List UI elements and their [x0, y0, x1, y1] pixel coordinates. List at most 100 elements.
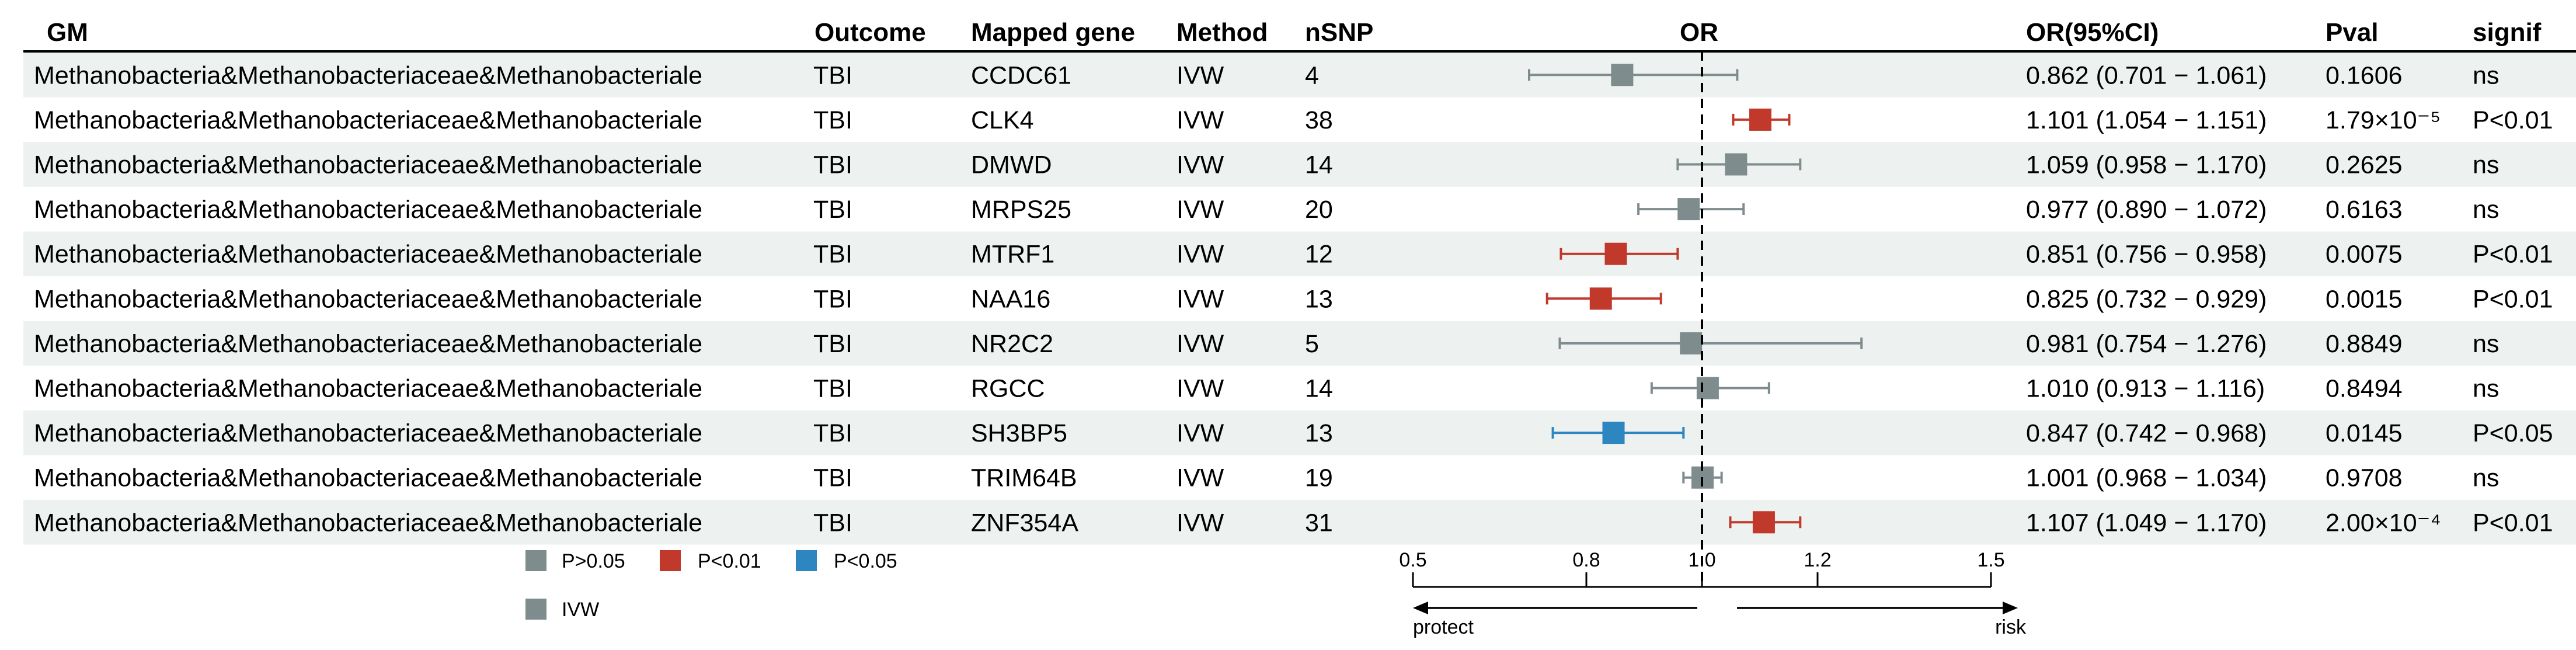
cell-nsnp: 14 [1305, 375, 1333, 403]
cell-pval: 0.1606 [2326, 61, 2403, 89]
cell-gm: Methanobacteria&Methanobacteriaceae&Meth… [34, 151, 702, 179]
row-stripe [23, 142, 2576, 187]
point-estimate [1725, 153, 1747, 176]
cell-or-ci: 1.107 (1.049 − 1.170) [2026, 509, 2267, 537]
cell-or-ci: 1.101 (1.054 − 1.151) [2026, 106, 2267, 134]
cell-signif: P<0.01 [2473, 241, 2553, 269]
cell-outcome: TBI [813, 196, 852, 224]
cell-nsnp: 38 [1305, 106, 1333, 134]
cell-outcome: TBI [813, 106, 852, 134]
cell-method: IVW [1176, 419, 1224, 447]
cell-method: IVW [1176, 375, 1224, 403]
header-pval: Pval [2326, 18, 2379, 47]
cell-pval: 0.0075 [2326, 241, 2403, 269]
header-method: Method [1176, 18, 1268, 47]
cell-gm: Methanobacteria&Methanobacteriaceae&Meth… [34, 196, 702, 224]
point-estimate [1680, 332, 1703, 354]
cell-gene: NR2C2 [971, 330, 1053, 358]
cell-nsnp: 13 [1305, 419, 1333, 447]
cell-method: IVW [1176, 241, 1224, 269]
header-or: OR [1680, 18, 1718, 47]
cell-signif: ns [2473, 464, 2499, 492]
table-row: Methanobacteria&Methanobacteriaceae&Meth… [34, 509, 2553, 537]
cell-method: IVW [1176, 106, 1224, 134]
cell-gene: SH3BP5 [971, 419, 1067, 447]
legend-swatch-ivw [525, 599, 546, 620]
cell-pval: 1.79×10⁻⁵ [2326, 106, 2441, 134]
cell-outcome: TBI [813, 241, 852, 269]
point-estimate [1752, 511, 1775, 534]
cell-method: IVW [1176, 464, 1224, 492]
protect-arrow-head [1413, 602, 1428, 614]
cell-or-ci: 1.001 (0.968 − 1.034) [2026, 464, 2267, 492]
legend-swatch-p005 [796, 550, 817, 571]
table-row: Methanobacteria&Methanobacteriaceae&Meth… [34, 241, 2553, 269]
legend: P>0.05 P<0.01 P<0.05 IVW [525, 550, 897, 621]
cell-gene: CLK4 [971, 106, 1034, 134]
cell-gene: NAA16 [971, 285, 1050, 313]
header-nsnp: nSNP [1305, 18, 1373, 47]
x-tick-label: 1.2 [1804, 549, 1831, 571]
table-row: Methanobacteria&Methanobacteriaceae&Meth… [34, 151, 2499, 179]
header-mapped-gene: Mapped gene [971, 18, 1135, 47]
risk-arrow-head [2003, 602, 2018, 614]
cell-method: IVW [1176, 285, 1224, 313]
cell-signif: P<0.01 [2473, 509, 2553, 537]
cell-pval: 0.9708 [2326, 464, 2403, 492]
cell-gm: Methanobacteria&Methanobacteriaceae&Meth… [34, 419, 702, 447]
cell-nsnp: 14 [1305, 151, 1333, 179]
row-stripe [23, 410, 2576, 456]
cell-nsnp: 19 [1305, 464, 1333, 492]
cell-gm: Methanobacteria&Methanobacteriaceae&Meth… [34, 285, 702, 313]
row-stripe [23, 231, 2576, 276]
legend-swatch-ns [525, 550, 546, 571]
cell-signif: ns [2473, 196, 2499, 224]
x-tick-label: 1.0 [1688, 549, 1715, 571]
direction-risk-label: risk [1995, 616, 2027, 638]
cell-pval: 0.8849 [2326, 330, 2403, 358]
table-row: Methanobacteria&Methanobacteriaceae&Meth… [34, 61, 2499, 89]
cell-pval: 0.2625 [2326, 151, 2403, 179]
cell-signif: ns [2473, 61, 2499, 89]
cell-or-ci: 0.851 (0.756 − 0.958) [2026, 241, 2267, 269]
cell-or-ci: 0.825 (0.732 − 0.929) [2026, 285, 2267, 313]
cell-or-ci: 1.059 (0.958 − 1.170) [2026, 151, 2267, 179]
cell-or-ci: 0.977 (0.890 − 1.072) [2026, 196, 2267, 224]
point-estimate [1696, 377, 1719, 399]
cell-outcome: TBI [813, 61, 852, 89]
cell-gm: Methanobacteria&Methanobacteriaceae&Meth… [34, 106, 702, 134]
cell-pval: 2.00×10⁻⁴ [2326, 509, 2441, 537]
cell-pval: 0.0015 [2326, 285, 2403, 313]
direction-protect-label: protect [1413, 616, 1474, 638]
cell-method: IVW [1176, 509, 1224, 537]
cell-method: IVW [1176, 330, 1224, 358]
table-row: Methanobacteria&Methanobacteriaceae&Meth… [34, 375, 2499, 403]
legend-label-ns: P>0.05 [562, 550, 625, 572]
cell-method: IVW [1176, 196, 1224, 224]
cell-gene: DMWD [971, 151, 1052, 179]
cell-gene: MTRF1 [971, 241, 1054, 269]
cell-or-ci: 0.847 (0.742 − 0.968) [2026, 419, 2267, 447]
cell-outcome: TBI [813, 375, 852, 403]
table-row: Methanobacteria&Methanobacteriaceae&Meth… [34, 285, 2553, 313]
point-estimate [1602, 422, 1625, 444]
cell-signif: P<0.01 [2473, 106, 2553, 134]
cell-outcome: TBI [813, 330, 852, 358]
point-estimate [1604, 242, 1627, 265]
cell-pval: 0.0145 [2326, 419, 2403, 447]
cell-signif: ns [2473, 330, 2499, 358]
cell-outcome: TBI [813, 419, 852, 447]
cell-outcome: TBI [813, 151, 852, 179]
cell-gm: Methanobacteria&Methanobacteriaceae&Meth… [34, 375, 702, 403]
cell-pval: 0.8494 [2326, 375, 2403, 403]
cell-gene: TRIM64B [971, 464, 1077, 492]
table-row: Methanobacteria&Methanobacteriaceae&Meth… [34, 419, 2553, 447]
cell-signif: P<0.05 [2473, 419, 2553, 447]
table-row: Methanobacteria&Methanobacteriaceae&Meth… [34, 464, 2499, 492]
point-estimate [1611, 64, 1634, 86]
table-row: Methanobacteria&Methanobacteriaceae&Meth… [34, 106, 2553, 134]
cell-gm: Methanobacteria&Methanobacteriaceae&Meth… [34, 509, 702, 537]
cell-method: IVW [1176, 61, 1224, 89]
cell-gene: RGCC [971, 375, 1045, 403]
